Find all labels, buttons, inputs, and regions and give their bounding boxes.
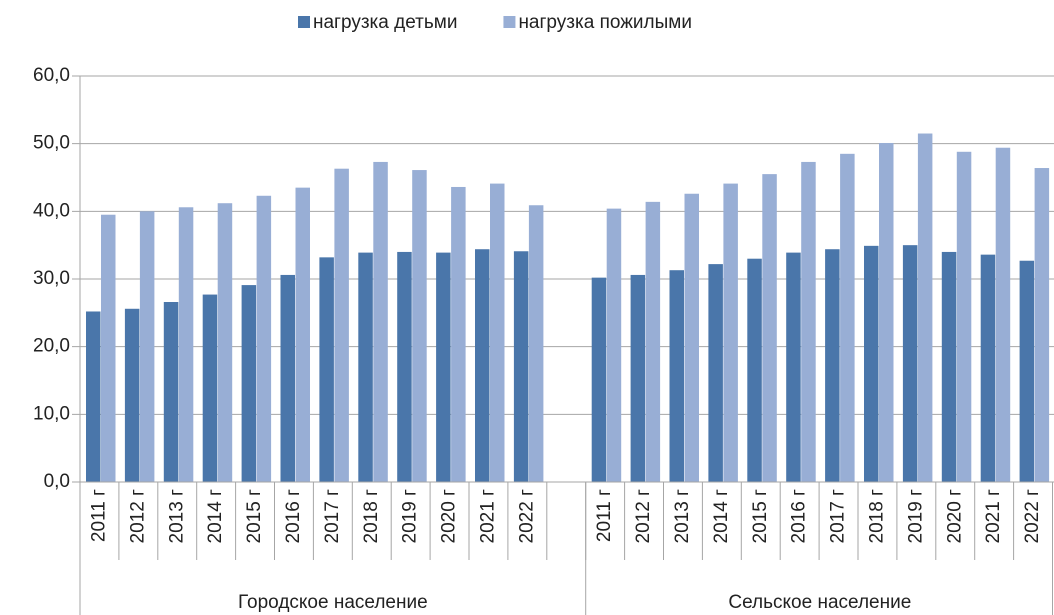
- bar: [475, 249, 490, 482]
- y-tick-label: 50,0: [33, 133, 70, 154]
- x-tick-label: 2013 г: [672, 489, 693, 544]
- bar: [762, 174, 777, 482]
- x-tick-label: 2015 г: [750, 489, 771, 544]
- bar: [669, 270, 684, 482]
- bar: [490, 183, 505, 482]
- x-tick-label: 2017 г: [322, 489, 343, 544]
- bar: [124, 308, 140, 482]
- bar: [840, 153, 855, 483]
- bar: [373, 161, 388, 483]
- bar: [319, 257, 334, 482]
- x-tick-label: 2011 г: [594, 489, 615, 542]
- bar: [451, 186, 466, 482]
- x-tick-label: 2020 г: [439, 489, 460, 544]
- bar: [280, 274, 295, 482]
- bar: [606, 208, 622, 483]
- bar: [956, 151, 972, 482]
- bar: [528, 205, 544, 482]
- group-label: Городское население: [238, 592, 428, 613]
- bar: [941, 251, 957, 482]
- x-tick-label: 2022 г: [1022, 489, 1043, 544]
- bar: [1034, 168, 1050, 482]
- bar: [217, 203, 233, 483]
- bar: [902, 245, 918, 482]
- x-tick-label: 2013 г: [166, 489, 187, 544]
- x-tick-label: 2021 г: [477, 489, 498, 544]
- y-tick-label: 0,0: [44, 471, 70, 492]
- x-tick-label: 2012 г: [633, 489, 654, 544]
- bar: [917, 133, 933, 482]
- x-tick-label: 2019 г: [905, 489, 926, 544]
- bar: [630, 274, 646, 482]
- bar: [241, 285, 257, 482]
- bar: [513, 251, 529, 482]
- x-tick-label: 2019 г: [400, 489, 421, 544]
- x-tick-label: 2018 г: [361, 489, 382, 544]
- group-label: Сельское население: [728, 592, 911, 613]
- bar: [1019, 260, 1035, 482]
- x-tick-label: 2017 г: [828, 489, 849, 544]
- x-tick-label: 2016 г: [283, 489, 304, 544]
- bar: [163, 302, 179, 482]
- bar: [723, 183, 738, 482]
- bar: [358, 252, 373, 482]
- bar: [202, 294, 218, 482]
- bar: [801, 161, 816, 483]
- bar: [436, 252, 451, 482]
- bar: [139, 211, 155, 483]
- bar: [178, 207, 194, 483]
- bar: [256, 195, 272, 482]
- bar: [86, 311, 101, 482]
- x-tick-label: 2015 г: [244, 489, 265, 544]
- y-tick-label: 10,0: [33, 403, 70, 424]
- x-tick-label: 2011 г: [88, 489, 109, 542]
- bar: [864, 245, 879, 482]
- x-tick-label: 2022 г: [516, 489, 537, 544]
- x-tick-label: 2021 г: [983, 489, 1004, 544]
- x-tick-label: 2016 г: [789, 489, 810, 544]
- bar: [334, 168, 349, 482]
- x-tick-label: 2018 г: [866, 489, 887, 544]
- bar: [397, 251, 412, 482]
- y-tick-label: 40,0: [33, 200, 70, 221]
- bar: [747, 258, 762, 482]
- bar: [980, 254, 996, 482]
- legend-swatch: [298, 16, 310, 28]
- legend-label: нагрузка детьми: [313, 12, 457, 33]
- y-tick-label: 30,0: [33, 268, 70, 289]
- x-tick-label: 2012 г: [127, 489, 148, 544]
- x-tick-label: 2014 г: [205, 489, 226, 544]
- bar: [591, 277, 607, 482]
- x-tick-label: 2014 г: [711, 489, 732, 544]
- bar: [786, 252, 801, 482]
- x-tick-label: 2020 г: [944, 489, 965, 544]
- bar: [412, 170, 427, 482]
- y-tick-label: 60,0: [33, 65, 70, 86]
- bar: [879, 142, 894, 483]
- bar: [295, 187, 310, 482]
- bar: [645, 201, 661, 483]
- bar: [825, 249, 840, 482]
- bar: [684, 193, 699, 483]
- y-tick-label: 20,0: [33, 336, 70, 357]
- legend-label: нагрузка пожилыми: [518, 12, 692, 33]
- bar: [101, 214, 116, 482]
- legend-swatch: [503, 16, 516, 28]
- bar: [708, 264, 723, 482]
- bar: [995, 147, 1011, 482]
